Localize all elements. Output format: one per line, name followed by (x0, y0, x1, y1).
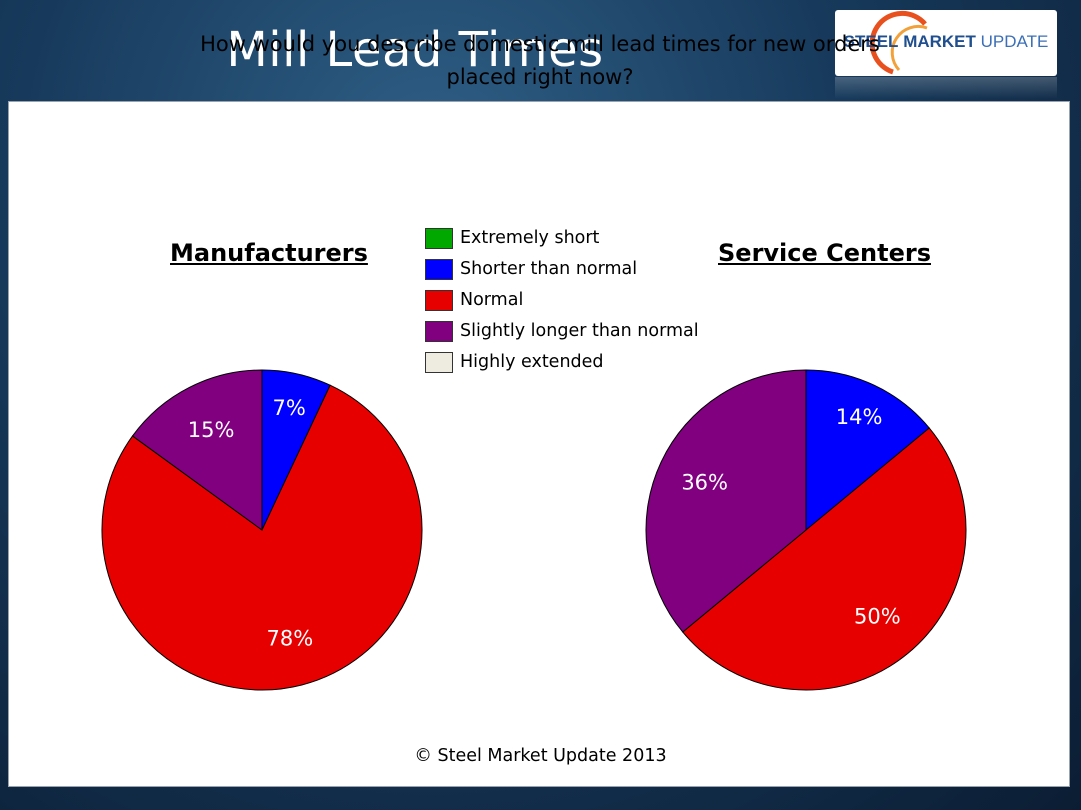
manufacturers-pie: 7% 78% 15% (101, 369, 423, 691)
legend-label: Shorter than normal (460, 259, 638, 279)
legend-swatch (425, 259, 453, 280)
logo-swoosh-icon (869, 10, 928, 75)
survey-question-line-1: How would you describe domestic mill lea… (200, 32, 880, 56)
pie-data-label: 7% (273, 396, 306, 420)
pie-slice-shorter-than-normal (805, 369, 930, 532)
legend-swatch (425, 352, 453, 373)
pie-slice-normal (682, 427, 967, 691)
service-centers-pie: 14% 50% 36% (645, 369, 967, 691)
legend-label: Highly extended (460, 352, 604, 372)
manufacturers-pie-title: Manufacturers (170, 239, 368, 267)
logo-text: STEEL MARKET UPDATE (835, 32, 1057, 52)
steel-market-update-logo: STEEL MARKET UPDATE (835, 10, 1057, 76)
pie-data-label: 50% (854, 604, 901, 628)
legend-label: Normal (460, 290, 524, 310)
legend-swatch (425, 228, 453, 249)
survey-question-line-2: placed right now? (446, 65, 634, 89)
copyright-footer: © Steel Market Update 2013 (414, 746, 667, 766)
logo-reflection (835, 77, 1057, 99)
legend-label: Slightly longer than normal (460, 321, 699, 341)
logo-text-update: UPDATE (980, 32, 1049, 51)
pie-data-label: 14% (836, 405, 883, 429)
survey-question: How would you describe domestic mill lea… (0, 28, 1080, 94)
pie-data-label: 78% (267, 626, 314, 650)
pie-slice-slightly-longer-than-normal (131, 369, 263, 531)
pie-data-label: 36% (681, 470, 728, 494)
pie-slice-slightly-longer-than-normal (645, 369, 807, 633)
legend-label: Extremely short (460, 228, 600, 248)
pie-data-label: 15% (188, 418, 235, 442)
logo-text-market: MARKET (903, 32, 976, 51)
slide-title: Mill Lead Times (226, 22, 604, 78)
logo-text-steel: STEEL (843, 32, 899, 51)
legend-swatch (425, 290, 453, 311)
service-centers-pie-title: Service Centers (718, 239, 931, 267)
pie-slice-normal (101, 384, 423, 691)
legend-swatch (425, 321, 453, 342)
